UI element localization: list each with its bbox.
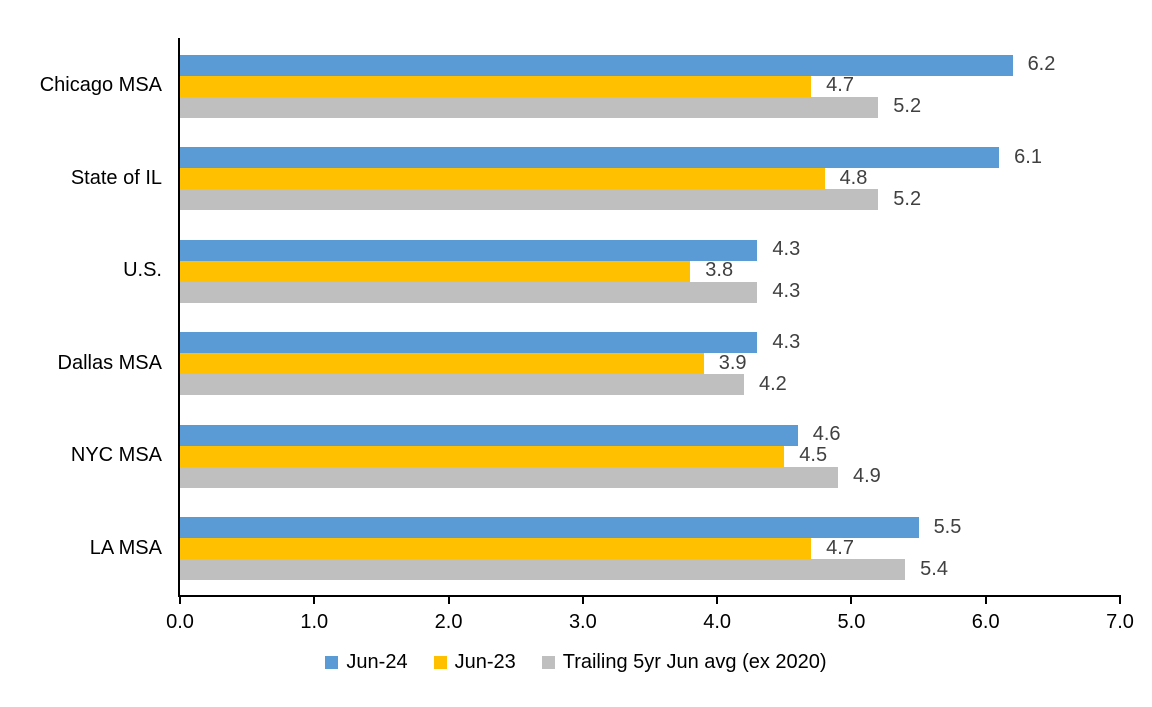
- bar-jun-23: [180, 538, 812, 560]
- bar-jun-23: [180, 260, 691, 282]
- bar-value-label: 4.7: [826, 74, 854, 97]
- y-axis-line: [178, 38, 180, 597]
- bar-value-label: 5.4: [920, 557, 948, 580]
- x-tick-label: 7.0: [1106, 611, 1134, 633]
- bar-value-label: 4.6: [812, 423, 841, 446]
- bar-value-label: 4.2: [759, 372, 787, 395]
- bar-trailing-5yr-jun-avg-ex-2020-: [180, 466, 838, 488]
- x-tick-label: 2.0: [434, 611, 463, 633]
- x-tick: [850, 595, 853, 604]
- legend-label: Jun-23: [454, 650, 516, 673]
- bar-jun-24: [180, 517, 919, 539]
- bar-value-label: 3.8: [705, 259, 734, 282]
- bar-value-label: 4.3: [772, 280, 801, 303]
- legend-swatch: [541, 655, 555, 669]
- x-tick: [1119, 595, 1121, 604]
- bar-jun-24: [180, 332, 758, 354]
- legend-item: Jun-24: [325, 650, 408, 674]
- bar-value-label: 4.5: [799, 444, 828, 467]
- bar-jun-24: [180, 239, 758, 261]
- bar-jun-24: [180, 147, 1000, 169]
- x-tick-label: 4.0: [703, 611, 732, 633]
- category-label: State of IL: [70, 166, 162, 189]
- bar-trailing-5yr-jun-avg-ex-2020-: [180, 96, 879, 118]
- x-tick: [716, 595, 719, 604]
- bar-jun-23: [180, 353, 704, 375]
- bar-value-label: 4.7: [826, 536, 854, 559]
- legend: Jun-24 Jun-23 Trailing 5yr Jun avg (ex 202…: [0, 648, 1152, 676]
- bar-value-label: 5.2: [893, 187, 922, 210]
- bar-value-label: 4.9: [853, 465, 881, 488]
- category-label: LA MSA: [89, 536, 162, 559]
- x-tick-label: 1.0: [300, 611, 329, 633]
- bar-trailing-5yr-jun-avg-ex-2020-: [180, 189, 879, 211]
- bar-value-label: 6.2: [1027, 53, 1056, 76]
- bar-jun-23: [180, 168, 825, 190]
- legend-label: Trailing 5yr Jun avg (ex 2020): [562, 650, 827, 673]
- category-label: U.S.: [123, 259, 162, 282]
- x-tick-label: 0.0: [166, 611, 194, 633]
- bar-value-label: 5.2: [893, 95, 922, 118]
- x-tick: [179, 595, 181, 604]
- bar-value-label: 5.5: [933, 515, 962, 538]
- bar-value-label: 4.3: [772, 330, 801, 353]
- bar-trailing-5yr-jun-avg-ex-2020-: [180, 559, 906, 581]
- bar-value-label: 4.3: [772, 238, 801, 261]
- bar-jun-24: [180, 424, 798, 446]
- bar-value-label: 3.9: [718, 351, 747, 374]
- bar-value-label: 6.1: [1014, 145, 1042, 168]
- x-tick-label: 3.0: [568, 611, 597, 633]
- x-tick-label: 5.0: [837, 611, 866, 633]
- legend-swatch: [325, 655, 339, 669]
- legend-label: Jun-24: [346, 650, 408, 673]
- bar-jun-23: [180, 445, 785, 467]
- bar-value-label: 4.8: [839, 166, 868, 189]
- legend-item: Jun-23: [433, 650, 516, 674]
- category-label: Chicago MSA: [39, 74, 162, 97]
- bar-trailing-5yr-jun-avg-ex-2020-: [180, 374, 744, 396]
- legend-swatch: [433, 655, 447, 669]
- bar-trailing-5yr-jun-avg-ex-2020-: [180, 281, 758, 303]
- bar-jun-24: [180, 54, 1013, 76]
- x-axis-line: [178, 595, 1120, 597]
- x-tick: [447, 595, 450, 604]
- bar-jun-23: [180, 75, 812, 97]
- category-label: Dallas MSA: [57, 351, 162, 374]
- x-tick: [581, 595, 584, 604]
- category-label: NYC MSA: [70, 444, 162, 467]
- x-tick: [313, 595, 316, 604]
- x-tick: [984, 595, 987, 604]
- legend-item: Trailing 5yr Jun avg (ex 2020): [541, 650, 827, 674]
- x-tick-label: 6.0: [971, 611, 1000, 633]
